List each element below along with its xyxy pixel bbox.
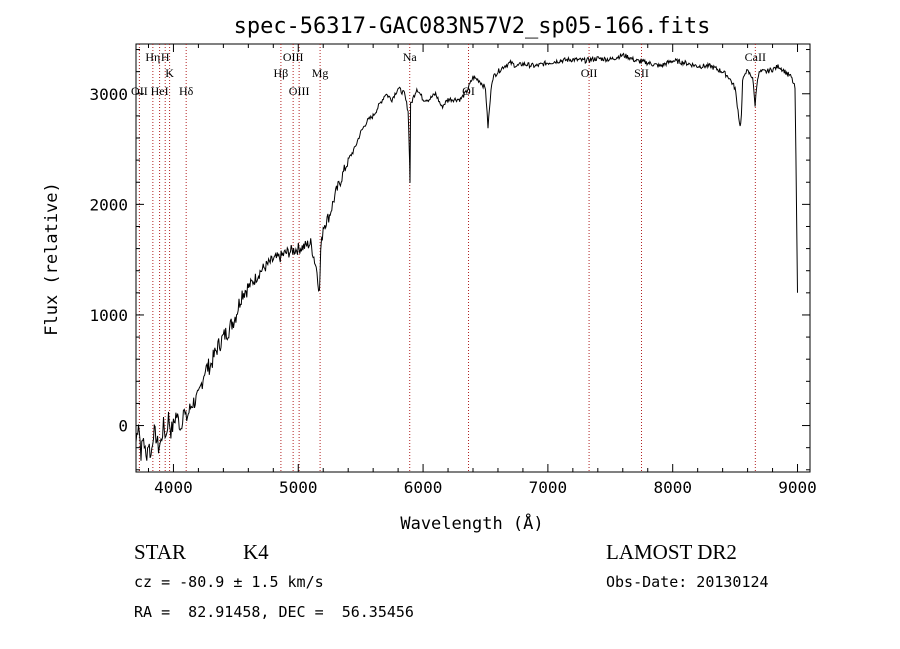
- spectrum-chart: spec-56317-GAC083N57V2_sp05-166.fits Hη O…: [42, 14, 817, 534]
- line-marker-label: Na: [403, 50, 418, 64]
- line-marker-OIII-5007: OIII: [289, 44, 310, 472]
- line-marker-Hδ: Hδ: [179, 44, 194, 472]
- line-marker-label: OII: [581, 66, 598, 80]
- line-marker-label: OI: [462, 84, 475, 98]
- line-marker-OI: OI: [462, 44, 475, 472]
- y-tick-label: 0: [118, 417, 128, 436]
- line-marker-K: K: [165, 44, 174, 472]
- line-marker-label: Hη: [145, 50, 160, 64]
- line-marker-label: OII: [131, 84, 148, 98]
- line-marker-label: Mg: [312, 66, 329, 80]
- line-marker-label: CaII: [745, 50, 766, 64]
- line-marker-label: HeI: [151, 84, 169, 98]
- x-tick-label: 6000: [404, 478, 443, 497]
- object-class: STAR: [134, 540, 186, 564]
- line-marker-Hη: Hη: [145, 44, 160, 472]
- velocity-readout: cz = -80.9 ± 1.5 km/s: [134, 573, 324, 591]
- y-axis-label: Flux (relative): [42, 182, 62, 336]
- line-marker-H: H: [161, 44, 170, 472]
- x-tick-label: 8000: [653, 478, 692, 497]
- line-marker-label: Hβ: [274, 66, 289, 80]
- x-tick-label: 5000: [279, 478, 318, 497]
- observation-date: Obs-Date: 20130124: [606, 573, 769, 591]
- spectrum-series-flux: [135, 52, 798, 461]
- line-marker-label: Hδ: [179, 84, 194, 98]
- line-marker-label: OIII: [289, 84, 310, 98]
- x-tick-label: 7000: [529, 478, 568, 497]
- line-marker-OIII-4959: OIII: [283, 44, 304, 472]
- spectral-subclass: K4: [243, 540, 269, 564]
- plot-frame: [135, 43, 811, 473]
- y-tick-label: 3000: [89, 85, 128, 104]
- line-marker-HeI: HeI: [151, 44, 169, 472]
- line-marker-OII: OII: [131, 44, 148, 472]
- x-axis-label: Wavelength (Å): [400, 512, 543, 534]
- line-marker-label: K: [165, 66, 174, 80]
- y-tick-label: 1000: [89, 306, 128, 325]
- chart-title: spec-56317-GAC083N57V2_sp05-166.fits: [234, 14, 711, 39]
- survey-name: LAMOST DR2: [606, 540, 737, 564]
- line-marker-label: OIII: [283, 50, 304, 64]
- line-marker-OII-7330: OII: [581, 44, 598, 472]
- line-marker-label: SII: [634, 66, 649, 80]
- line-marker-CaII: CaII: [745, 44, 766, 472]
- line-marker-SII: SII: [634, 44, 649, 472]
- y-tick-label: 2000: [89, 195, 128, 214]
- x-tick-label: 9000: [778, 478, 817, 497]
- x-tick-label: 4000: [154, 478, 193, 497]
- line-marker-label: H: [161, 50, 170, 64]
- line-marker-Na: Na: [403, 44, 418, 472]
- coordinates-readout: RA = 82.91458, DEC = 56.35456: [134, 603, 414, 621]
